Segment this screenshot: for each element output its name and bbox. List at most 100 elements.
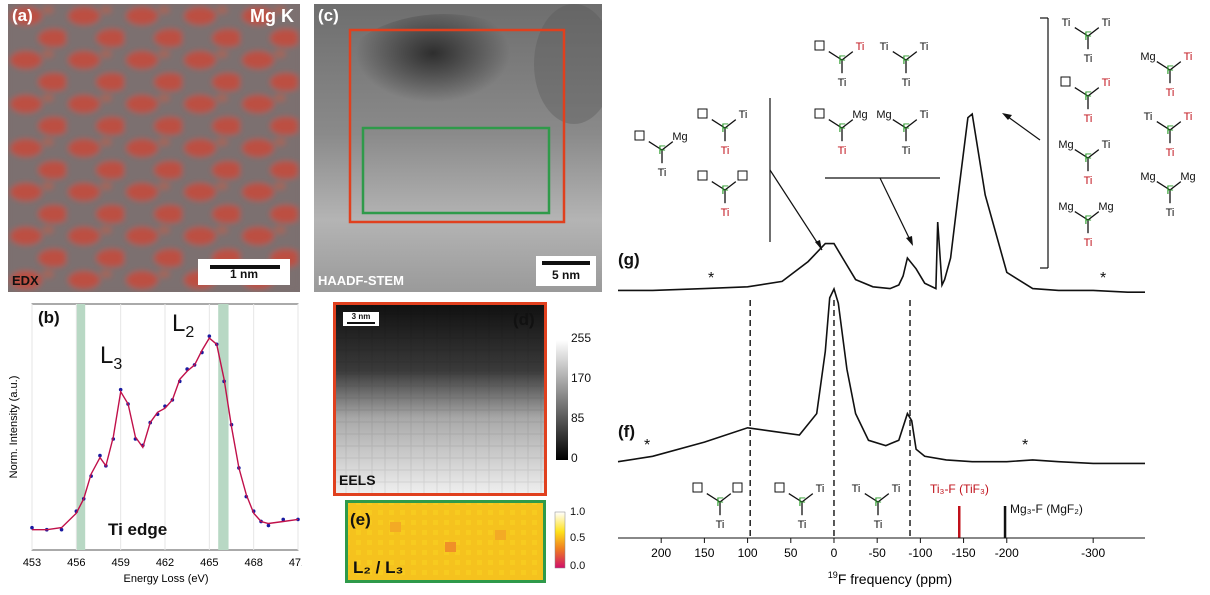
- f-motif: Ti F: [697, 170, 748, 219]
- svg-text:Ti: Ti: [874, 519, 883, 531]
- svg-text:Mg: Mg: [876, 109, 891, 121]
- data-point: [98, 453, 102, 458]
- highlight-band-0: [76, 304, 86, 550]
- x-tick-label: 459: [111, 557, 129, 569]
- svg-text:F: F: [838, 53, 845, 67]
- svg-text:F: F: [798, 495, 805, 509]
- svg-text:F: F: [1084, 29, 1091, 43]
- panel-b-label: (b): [38, 308, 60, 327]
- svg-text:Ti: Ti: [838, 145, 847, 157]
- arrow-right-head: [1002, 113, 1012, 120]
- haadf-label: HAADF-STEM: [318, 273, 404, 288]
- edx-image: [8, 4, 300, 292]
- svg-text:Mg: Mg: [672, 131, 687, 143]
- svg-text:F: F: [1084, 89, 1091, 103]
- spectrum-g: [618, 112, 1145, 293]
- data-point: [266, 523, 271, 528]
- svg-text:F: F: [721, 183, 728, 197]
- svg-text:Ti: Ti: [838, 77, 847, 89]
- tick-0: 0: [571, 451, 578, 465]
- svg-text:Ti: Ti: [1166, 147, 1175, 159]
- arrow-left-head: [815, 240, 822, 250]
- f-motif: Mg Mg Ti F: [1058, 201, 1113, 249]
- svg-text:Ti: Ti: [902, 77, 911, 89]
- svg-text:F: F: [716, 495, 723, 509]
- tick-170: 170: [571, 371, 592, 385]
- panel-g-label: (g): [618, 250, 640, 269]
- ratio-map: [345, 500, 566, 583]
- data-point: [59, 527, 64, 532]
- f-motif: Ti Ti Ti F: [1144, 111, 1193, 159]
- x-axis-title: Energy Loss (eV): [124, 573, 209, 585]
- ti-edge-chart: 453 456 459 462 465 468 471 Energy Loss (eV) N…: [8, 303, 307, 585]
- svg-text:Mg: Mg: [1058, 139, 1073, 151]
- svg-text:Ti: Ti: [721, 145, 730, 157]
- f-motif: Ti Ti F: [814, 40, 864, 89]
- eels-scalebar-label: 3 nm: [351, 312, 371, 321]
- x-tick-label: -50: [869, 546, 887, 560]
- svg-text:Ti: Ti: [716, 519, 725, 531]
- data-point: [281, 517, 286, 522]
- tick-0-5: 0.5: [570, 532, 586, 544]
- x-tick-label: -150: [952, 546, 976, 560]
- svg-text:Ti: Ti: [1166, 87, 1175, 99]
- f-motif: Ti Ti F: [774, 482, 824, 531]
- f-motif: Ti Ti Ti F: [852, 483, 901, 531]
- x-tick-label: 100: [738, 546, 758, 560]
- svg-text:Ti: Ti: [852, 483, 861, 495]
- x-tick-label: 50: [784, 546, 798, 560]
- f-motif: Mg Ti F: [634, 130, 688, 179]
- panel-d-eels: (d) EELS 3 nm 255 170 85 0: [333, 302, 603, 496]
- svg-text:Mg: Mg: [1058, 201, 1073, 213]
- mg-k-label: Mg K: [250, 6, 294, 26]
- tick-85: 85: [571, 411, 585, 425]
- arrow-mid: [879, 177, 913, 245]
- fit-curve: [32, 337, 299, 531]
- panel-c-haadf: (c) HAADF-STEM 5 nm: [314, 4, 614, 292]
- l3-sub: 3: [113, 355, 123, 373]
- y-axis-title: Norm. Intensity (a.u.): [8, 376, 20, 479]
- svg-text:Ti: Ti: [1144, 111, 1153, 123]
- svg-text:Mg: Mg: [852, 109, 867, 121]
- edx-label: EDX: [12, 273, 39, 288]
- spectrum-f: [617, 286, 1145, 465]
- data-point: [118, 387, 123, 392]
- x-tick-label: 456: [67, 557, 85, 569]
- tick-0-0: 0.0: [570, 560, 586, 572]
- svg-text:Ti: Ti: [892, 483, 901, 495]
- f-motif: Ti Ti F: [1060, 76, 1111, 125]
- f-motif: Ti Ti Ti F: [880, 41, 929, 89]
- haadf-scalebar-label: 5 nm: [551, 268, 580, 282]
- l2-sub: 2: [185, 323, 195, 341]
- x-tick-label: -200: [995, 546, 1019, 560]
- x-tick-label: 471: [289, 557, 302, 569]
- x-tick-label: 0: [831, 546, 838, 560]
- svg-text:Ti: Ti: [658, 167, 667, 179]
- svg-text:Mg: Mg: [1180, 171, 1195, 183]
- svg-text:Ti: Ti: [920, 109, 929, 121]
- svg-text:Ti: Ti: [1102, 17, 1111, 29]
- peak-l2-label: L2: [172, 310, 194, 342]
- x-tick-label: 200: [651, 546, 671, 560]
- svg-text:Ti: Ti: [1084, 113, 1093, 125]
- svg-text:Ti: Ti: [798, 519, 807, 531]
- f-motif: Ti F: [692, 482, 743, 531]
- ratio-label: L₂ / L₃: [353, 558, 404, 577]
- svg-text:F: F: [838, 121, 845, 135]
- svg-text:F: F: [721, 121, 728, 135]
- mgf2-reference-label: Mg₃-F (MgF₂): [1010, 502, 1083, 516]
- svg-text:F: F: [1084, 213, 1091, 227]
- svg-text:Ti: Ti: [739, 109, 748, 121]
- svg-text:Ti: Ti: [1084, 237, 1093, 249]
- svg-text:Ti: Ti: [880, 41, 889, 53]
- arrow-mid-head: [906, 236, 913, 246]
- f-motif: Mg Ti F: [814, 108, 868, 157]
- svg-text:Ti: Ti: [1062, 17, 1071, 29]
- panel-e-label: (e): [350, 510, 371, 529]
- svg-text:F: F: [874, 495, 881, 509]
- svg-text:F: F: [902, 53, 909, 67]
- svg-text:Ti: Ti: [1102, 77, 1111, 89]
- panel-d-label: (d): [513, 310, 535, 329]
- peak-l3-label: L3: [100, 342, 122, 374]
- f-motif: Ti Ti F: [697, 108, 748, 157]
